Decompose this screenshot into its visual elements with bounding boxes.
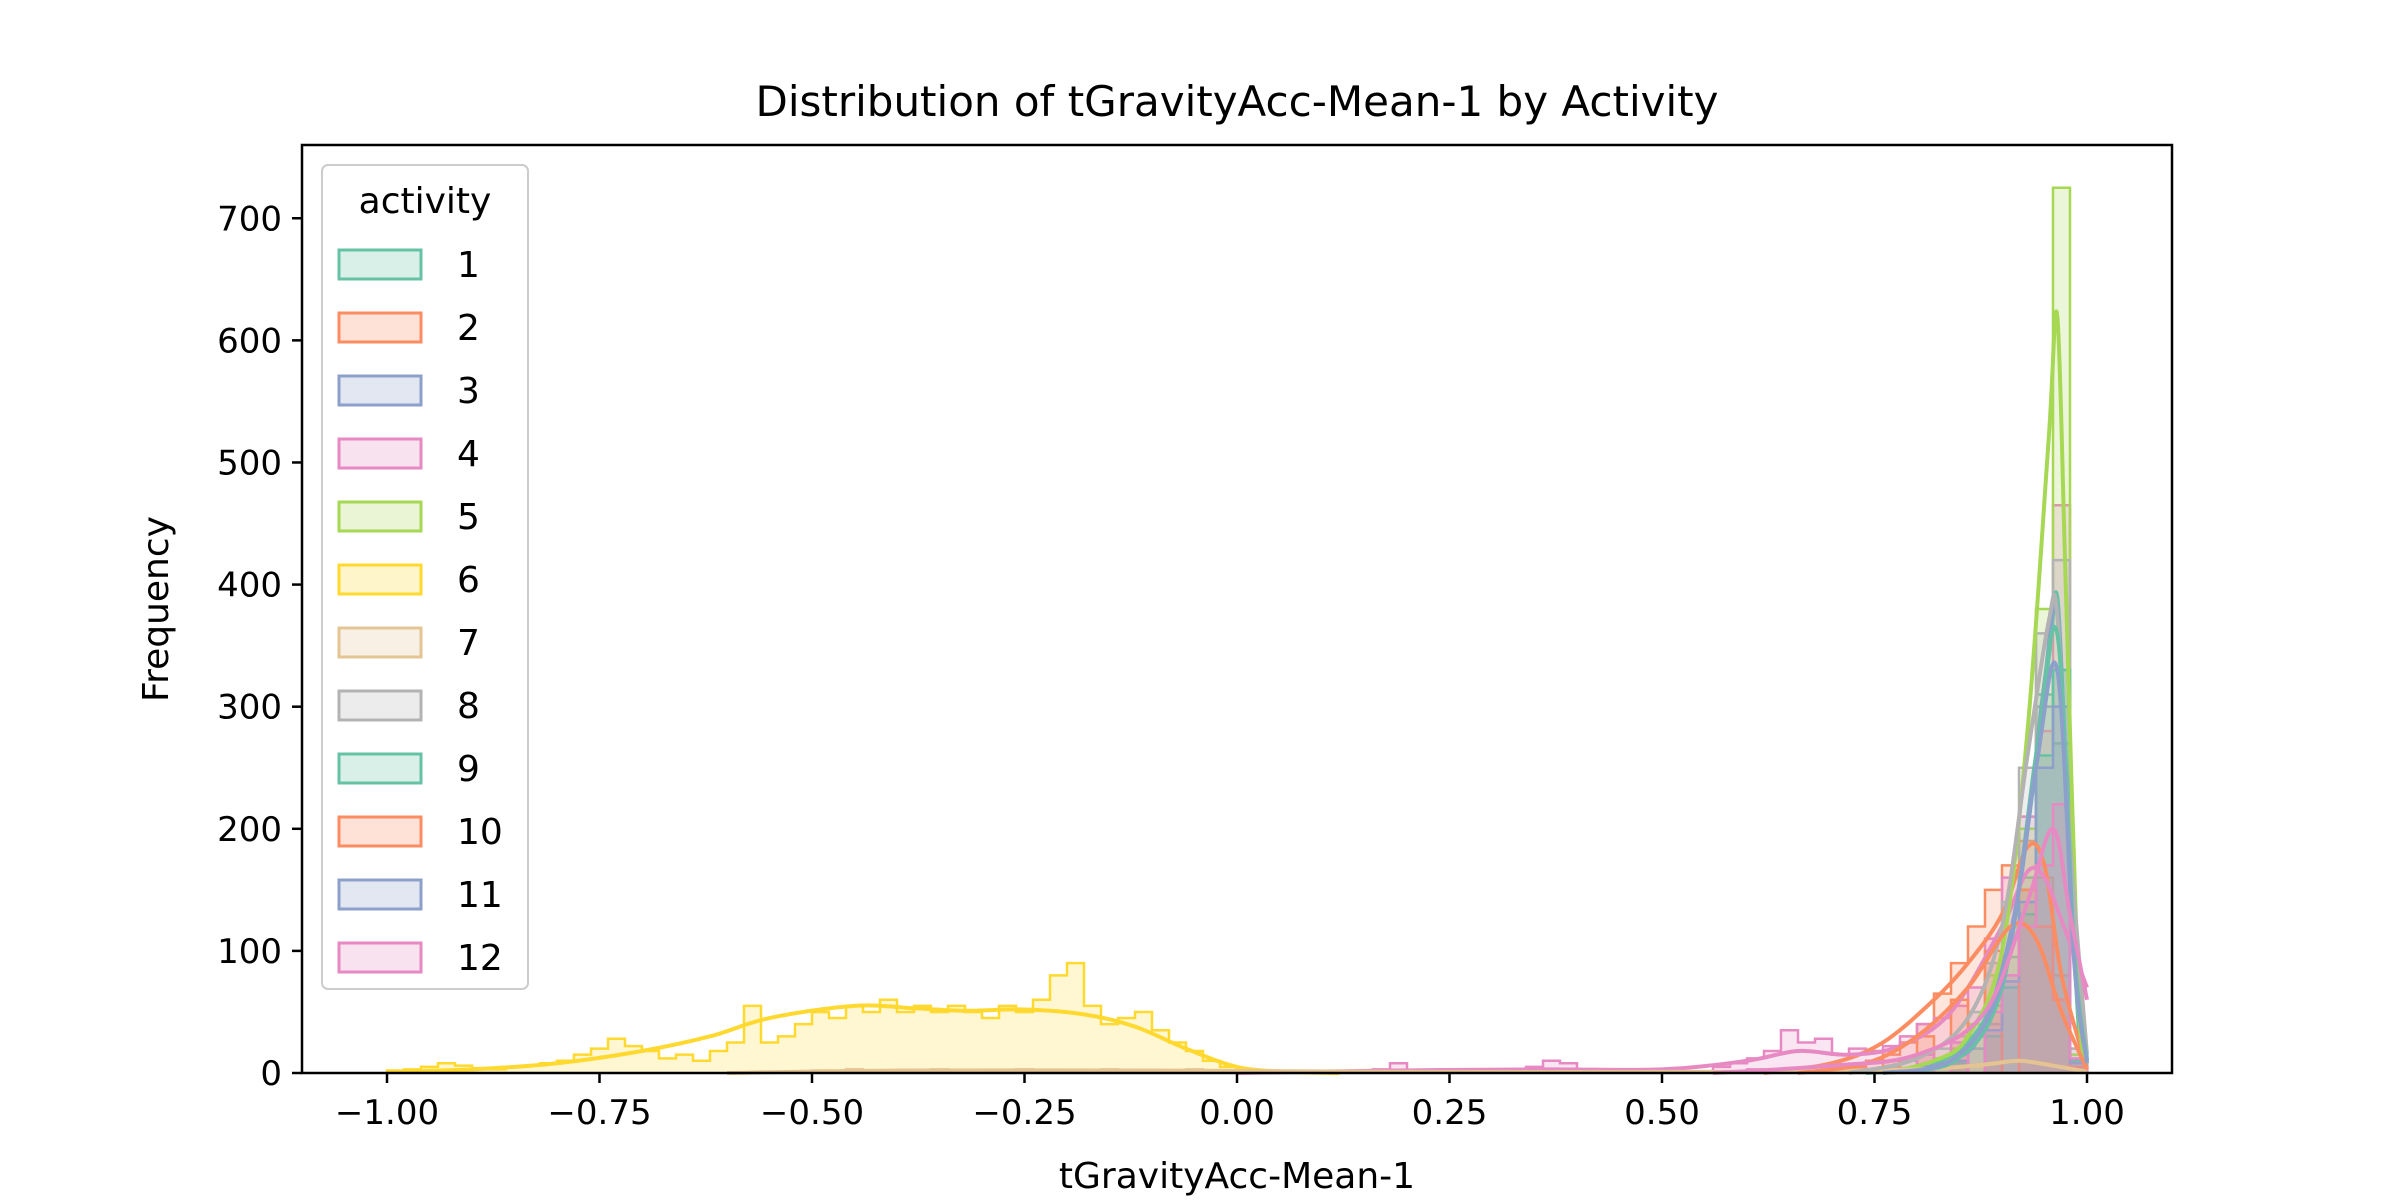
y-tick-label: 500 xyxy=(217,443,282,483)
legend-item-7: 7 xyxy=(337,623,480,664)
legend-label: 7 xyxy=(457,623,480,664)
legend-label: 2 xyxy=(457,308,480,349)
legend-item-9: 9 xyxy=(337,749,480,790)
legend-label: 4 xyxy=(457,434,480,475)
legend-item-5: 5 xyxy=(337,497,480,538)
y-tick-label: 200 xyxy=(217,810,282,850)
legend-swatch xyxy=(337,374,423,407)
y-tick-label: 0 xyxy=(260,1054,282,1094)
plot-area xyxy=(385,186,2089,1075)
x-tick-label: 0.75 xyxy=(1837,1093,1913,1133)
legend-swatch xyxy=(337,311,423,344)
legend-swatch xyxy=(337,563,423,596)
x-axis-label: tGravityAcc-Mean-1 xyxy=(1059,1156,1415,1197)
x-tick-label: −1.00 xyxy=(335,1093,439,1133)
legend-item-3: 3 xyxy=(337,371,480,412)
legend-label: 11 xyxy=(457,875,503,916)
y-axis: 0 100 200 300 400 500 600 700 xyxy=(217,199,302,1094)
legend-swatch xyxy=(337,437,423,470)
legend-swatch xyxy=(337,815,423,848)
legend-swatch xyxy=(337,941,423,974)
histogram-step-4 xyxy=(1371,503,2089,1073)
legend-item-10: 10 xyxy=(337,812,503,853)
legend-swatch xyxy=(337,626,423,659)
legend-label: 5 xyxy=(457,497,480,538)
plot-frame xyxy=(300,143,2174,1075)
legend-item-2: 2 xyxy=(337,308,480,349)
legend-item-4: 4 xyxy=(337,434,480,475)
y-axis-label: Frequency xyxy=(136,516,177,702)
kde-curves xyxy=(386,309,2089,1075)
y-tick-label: 100 xyxy=(217,932,282,972)
series-4 xyxy=(1371,503,2089,1073)
y-tick-label: 300 xyxy=(217,688,282,728)
legend-label: 3 xyxy=(457,371,480,412)
y-tick-label: 700 xyxy=(217,199,282,239)
y-tick-label: 400 xyxy=(217,566,282,606)
x-tick-label: 1.00 xyxy=(2049,1093,2125,1133)
x-tick-label: −0.50 xyxy=(760,1093,864,1133)
x-tick-label: −0.25 xyxy=(972,1093,1076,1133)
legend-swatch xyxy=(337,878,423,911)
y-tick-label: 600 xyxy=(217,321,282,361)
legend-label: 12 xyxy=(457,938,503,979)
legend-label: 6 xyxy=(457,560,480,601)
legend-item-11: 11 xyxy=(337,875,503,916)
x-tick-label: −0.75 xyxy=(547,1093,651,1133)
legend-item-6: 6 xyxy=(337,560,480,601)
legend-label: 10 xyxy=(457,812,503,853)
x-tick-label: 0.50 xyxy=(1624,1093,1700,1133)
legend-swatch xyxy=(337,689,423,722)
legend-item-8: 8 xyxy=(337,686,480,727)
x-tick-label: 0.00 xyxy=(1199,1093,1275,1133)
legend-item-1: 1 xyxy=(337,245,480,286)
legend-label: 9 xyxy=(457,749,480,790)
x-tick-label: 0.25 xyxy=(1412,1093,1488,1133)
legend-swatch xyxy=(337,500,423,533)
legend-label: 8 xyxy=(457,686,480,727)
legend-swatch xyxy=(337,248,423,281)
chart-title: Distribution of tGravityAcc-Mean-1 by Ac… xyxy=(755,77,1718,126)
kde-line-6 xyxy=(386,1003,1340,1075)
legend-swatch xyxy=(337,752,423,785)
kde-line-11 xyxy=(1882,660,2089,1075)
legend-label: 1 xyxy=(457,245,480,286)
x-axis: −1.00 −0.75 −0.50 −0.25 0.00 0.25 0.50 0.75 1.00 xyxy=(335,1073,2125,1133)
kde-line-12 xyxy=(1712,826,2089,1075)
legend-item-12: 12 xyxy=(337,938,503,979)
legend-title: activity xyxy=(359,181,492,222)
